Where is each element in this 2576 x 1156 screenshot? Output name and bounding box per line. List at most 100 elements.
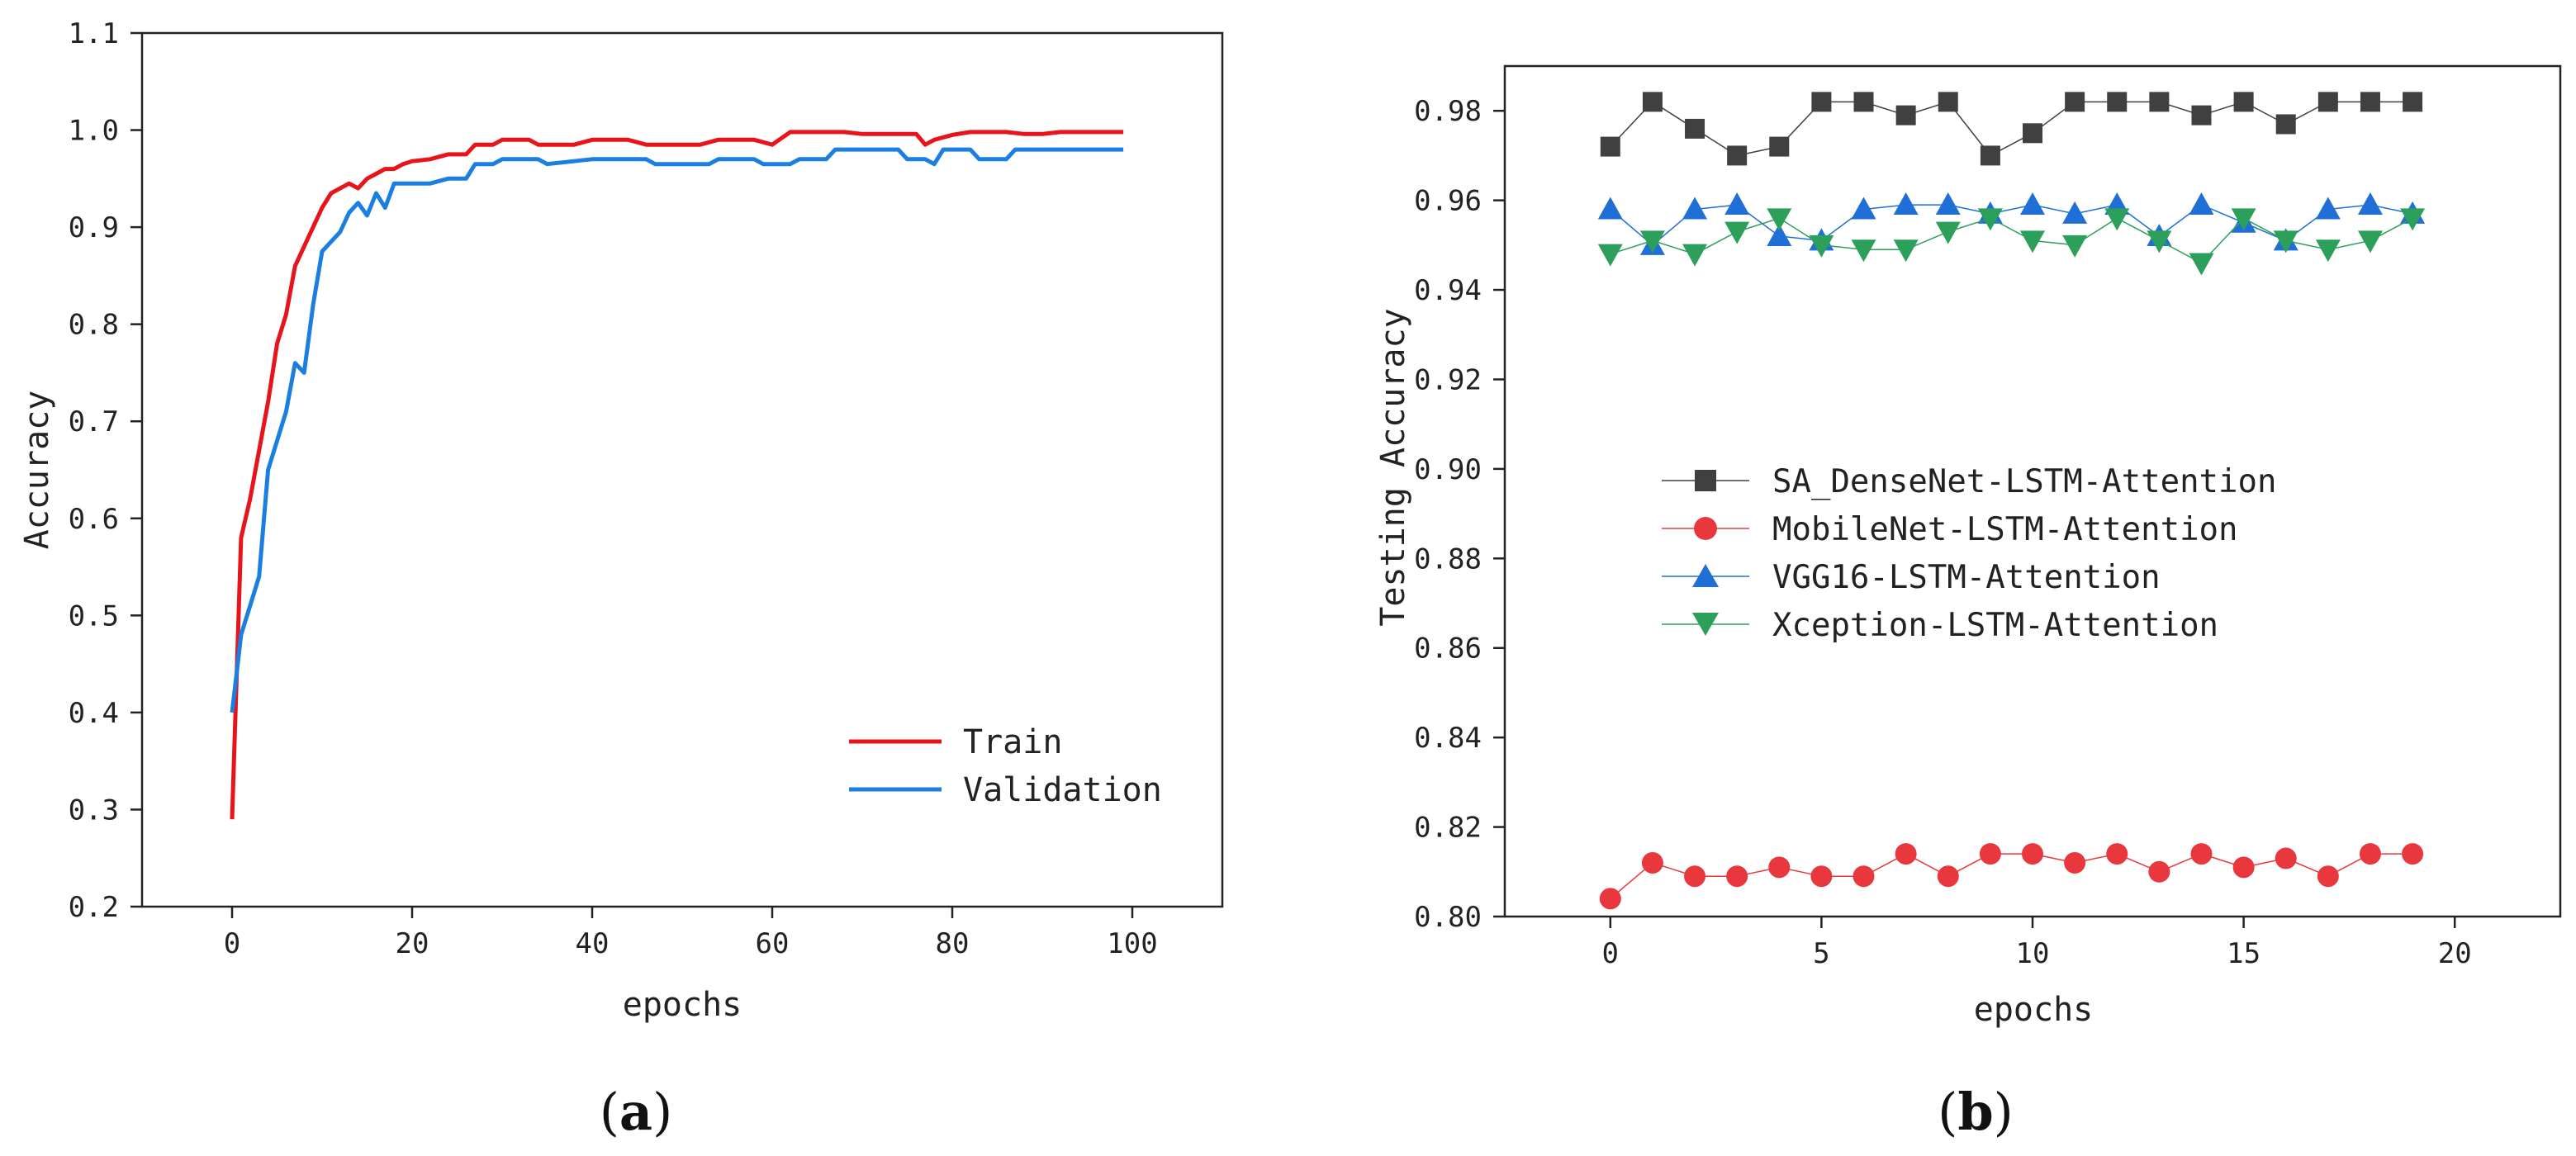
data-point-triangle-down [2020, 230, 2045, 253]
chart-b-ytick-label: 0.80 [1414, 901, 1482, 934]
chart-a-legend: Train Validation [849, 723, 1162, 809]
data-point-square [1600, 136, 1620, 157]
data-point-circle [2359, 843, 2381, 865]
legend-label-validation: Validation [963, 771, 1162, 809]
chart-b-xtick-label: 10 [2016, 937, 2050, 970]
chart-a: 0 20 40 60 80 100 0.2 0.3 0.4 0.5 0.6 0.7 0.8 0.9 1.0 1… [18, 17, 1224, 1142]
legend-marker-triangle-down [1692, 613, 1719, 636]
data-point-triangle-down [2104, 208, 2130, 231]
chart-b-panel-label: (b) [1938, 1082, 2014, 1142]
chart-a-xtick-label: 20 [396, 927, 429, 960]
data-point-square [2233, 92, 2254, 112]
data-point-triangle-up [1724, 192, 1750, 216]
chart-b-xtick-label: 0 [1602, 937, 1619, 970]
data-point-triangle-up [1597, 197, 1623, 220]
data-point-square [2317, 92, 2338, 112]
data-point-triangle-down [1639, 230, 1665, 253]
legend-label-vgg16: VGG16-LSTM-Attention [1772, 559, 2161, 596]
legend-marker-square [1695, 470, 1716, 491]
chart-b-ytick-label: 0.82 [1414, 812, 1482, 845]
data-point-triangle-up [1935, 192, 1961, 216]
data-point-triangle-down [1977, 208, 2003, 231]
data-point-square [2107, 92, 2128, 112]
legend-label-mobilenet: MobileNet-LSTM-Attention [1772, 511, 2238, 548]
data-point-triangle-down [1851, 239, 1876, 263]
data-point-circle [2402, 843, 2424, 865]
data-point-triangle-down [2357, 230, 2383, 253]
chart-b-legend: SA_DenseNet-LSTM-Attention MobileNet-LST… [1662, 463, 2276, 644]
data-point-square [2275, 114, 2296, 135]
chart-a-ylabel: Accuracy [18, 391, 56, 550]
series-line-train [230, 130, 1124, 820]
data-point-square [1980, 145, 2000, 166]
data-point-square [1938, 92, 1958, 112]
chart-a-xtick-label: 40 [576, 927, 610, 960]
legend-label-train: Train [963, 723, 1062, 761]
data-point-circle [2148, 860, 2170, 883]
chart-a-xtick-label: 60 [756, 927, 790, 960]
data-point-square [2065, 92, 2085, 112]
data-point-square [1853, 92, 1874, 112]
data-point-circle [1853, 865, 1875, 888]
data-point-circle [1810, 865, 1833, 888]
data-point-triangle-down [1597, 244, 1623, 267]
chart-b-ytick-label: 0.88 [1414, 542, 1482, 576]
chart-b-ylabel: Testing Accuracy [1374, 308, 1412, 626]
chart-b-xlabel: epochs [1974, 991, 2094, 1029]
data-point-triangle-up [2357, 192, 2383, 216]
data-point-square [2023, 123, 2042, 144]
data-point-circle [1895, 843, 1917, 865]
data-point-circle [2064, 851, 2086, 874]
chart-a-xtick-label: 100 [1107, 927, 1157, 960]
chart-b-ytick-label: 0.90 [1414, 453, 1482, 486]
data-point-square [2149, 92, 2170, 112]
data-point-triangle-up [1893, 192, 1919, 216]
data-point-square [1642, 92, 1663, 112]
data-point-triangle-down [1767, 208, 1792, 231]
data-point-square [2360, 92, 2380, 112]
data-point-triangle-up [2189, 192, 2214, 216]
chart-a-ytick-label: 0.7 [69, 405, 119, 438]
data-point-triangle-up [2315, 197, 2341, 220]
chart-a-ytick-label: 1.0 [69, 115, 119, 148]
chart-a-xlabel: epochs [623, 986, 742, 1024]
data-point-triangle-up [1851, 197, 1876, 220]
legend-marker-triangle-up [1692, 564, 1719, 587]
data-point-triangle-down [1893, 239, 1919, 263]
data-point-circle [1641, 851, 1663, 874]
data-point-triangle-down [2147, 230, 2172, 253]
chart-a-xtick-label: 80 [936, 927, 970, 960]
data-point-triangle-down [2062, 235, 2088, 258]
data-point-circle [1684, 865, 1706, 888]
data-point-triangle-down [1809, 235, 1834, 258]
data-point-circle [1726, 865, 1748, 888]
series-line-validation [230, 147, 1124, 713]
data-point-triangle-down [2231, 208, 2256, 231]
data-point-triangle-down [1724, 221, 1750, 244]
data-point-triangle-down [2189, 253, 2214, 276]
data-point-triangle-up [2020, 192, 2045, 216]
data-point-circle [1937, 865, 1959, 888]
data-point-circle [1599, 888, 1621, 910]
legend-label-sa-densenet: SA_DenseNet-LSTM-Attention [1772, 463, 2276, 500]
legend-item-xception: Xception-LSTM-Attention [1662, 607, 2218, 644]
data-point-circle [2232, 856, 2255, 879]
data-point-circle [2106, 843, 2128, 865]
data-point-square [1769, 136, 1790, 157]
chart-a-ytick-label: 0.3 [69, 794, 119, 827]
legend-label-xception: Xception-LSTM-Attention [1772, 607, 2218, 644]
chart-b: 0 5 10 15 20 0.80 0.82 0.84 0.86 0.88 0.90 0.92 0.94… [1374, 64, 2562, 1142]
chart-b-ytick-label: 0.94 [1414, 274, 1482, 307]
chart-a-xtick-label: 0 [224, 927, 240, 960]
data-point-triangle-up [1682, 197, 1708, 220]
chart-a-ytick-label: 1.1 [69, 17, 119, 50]
data-point-circle [2022, 843, 2043, 865]
data-point-triangle-down [1682, 244, 1708, 267]
chart-a-ytick-label: 0.2 [69, 891, 119, 924]
chart-a-panel-label: (a) [600, 1082, 673, 1142]
data-point-triangle-down [2273, 230, 2298, 253]
data-point-square [1685, 118, 1705, 139]
chart-b-series [1597, 92, 2426, 910]
chart-a-series [230, 130, 1124, 820]
